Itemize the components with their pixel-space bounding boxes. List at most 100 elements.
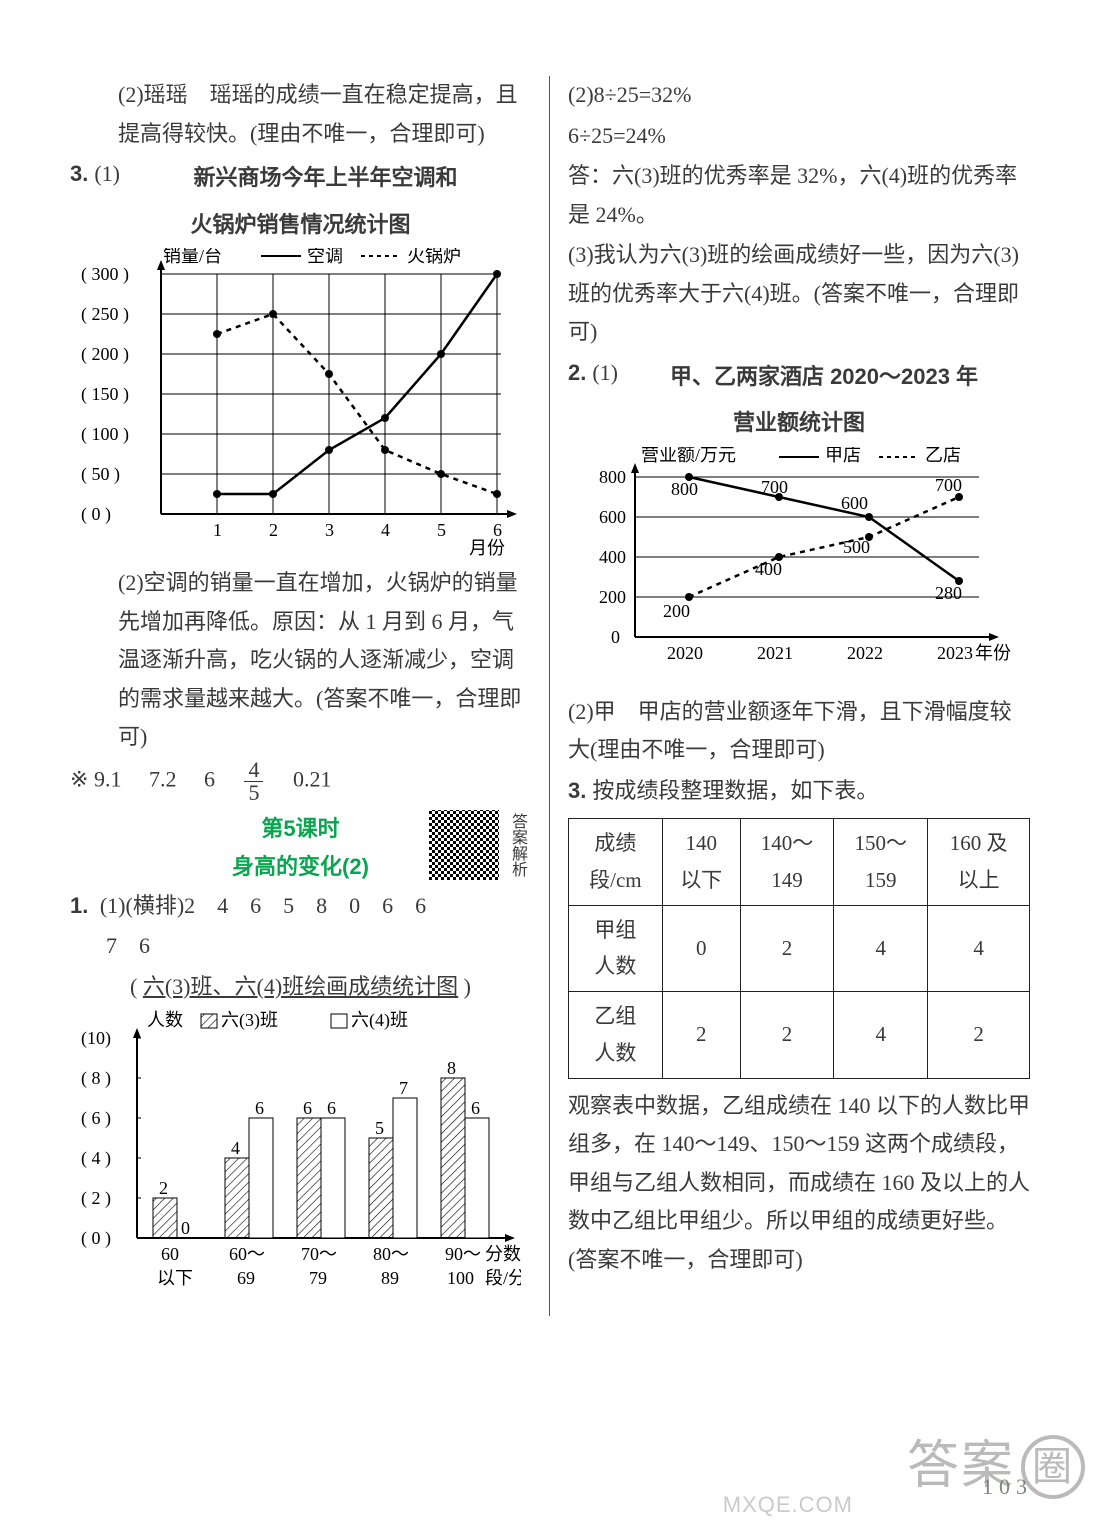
y-tick: ( 2 ) (81, 1188, 111, 1209)
x-tick: 5 (437, 520, 446, 540)
y-tick: ( 250 ) (81, 304, 129, 325)
x-tick: 2 (269, 520, 278, 540)
bar-chart-class-scores: 人数 六(3)班 六(4)班 (10) ( 8 ) ( 6 ) ( 4 ) ( … (81, 1010, 521, 1310)
value: 6 (204, 766, 215, 791)
chart2-title-l2: 营业额统计图 (568, 404, 1030, 443)
svg-text:600: 600 (841, 493, 868, 513)
legend-ac: 空调 (307, 248, 343, 266)
svg-text:5: 5 (375, 1118, 384, 1138)
svg-text:8: 8 (447, 1058, 456, 1078)
x-tick: 6 (493, 520, 502, 540)
svg-text:年份: 年份 (975, 643, 1011, 663)
legend-b: 六(4)班 (351, 1010, 408, 1031)
y-tick: ( 4 ) (81, 1148, 111, 1169)
left-column: (2)瑶瑶 瑶瑶的成绩一直在稳定提高，且提高得较快。(理由不唯一，合理即可) 3… (70, 76, 550, 1316)
svg-text:200: 200 (663, 601, 690, 621)
chart2-title-l1: 甲、乙两家酒店 2020～2023 年 (618, 358, 1030, 397)
svg-text:6: 6 (471, 1098, 480, 1118)
text-line: (2)8÷25=32% (568, 76, 1030, 115)
text-block: 答：六(3)班的优秀率是 32%，六(4)班的优秀率是 24%。 (568, 157, 1030, 234)
qr-block: 答案解析 (429, 810, 531, 880)
svg-text:7: 7 (399, 1078, 408, 1098)
svg-text:79: 79 (309, 1268, 327, 1288)
svg-text:89: 89 (381, 1268, 399, 1288)
value: 9.1 (94, 766, 122, 791)
y-tick: ( 8 ) (81, 1068, 111, 1089)
q1-line1: 1. (1)(横排)2 4 6 5 8 0 6 6 (70, 887, 531, 926)
svg-text:4: 4 (231, 1138, 240, 1158)
svg-text:6: 6 (303, 1098, 312, 1118)
y-tick: ( 300 ) (81, 264, 129, 285)
lesson-header-block: 第5课时 身高的变化(2) 答案解析 (70, 810, 531, 887)
chart1-title-l1: 新兴商场今年上半年空调和 (120, 159, 531, 198)
watermark-url: MXQE.COM (723, 1486, 853, 1525)
chart1-title-l2: 火锅炉销售情况统计图 (70, 206, 531, 245)
svg-text:200: 200 (599, 587, 626, 607)
star-icon: ※ (70, 766, 88, 791)
svg-text:0: 0 (181, 1218, 190, 1238)
question-number: 3. (70, 155, 88, 202)
question-number: 2. (568, 354, 586, 401)
y-tick: ( 6 ) (81, 1108, 111, 1129)
svg-text:400: 400 (599, 547, 626, 567)
value: 0.21 (293, 766, 332, 791)
svg-text:800: 800 (599, 467, 626, 487)
svg-text:600: 600 (599, 507, 626, 527)
text-line: 6÷25=24% (568, 117, 1030, 156)
y-axis-label: 营业额/万元 (641, 447, 736, 465)
svg-text:0: 0 (611, 627, 620, 647)
qr-code-icon (429, 810, 499, 880)
subpart-label: (1) (592, 354, 618, 401)
fraction: 45 (244, 759, 263, 804)
x-axis-label: 月份 (469, 538, 505, 558)
line-chart-hotel-revenue: 营业额/万元 甲店 乙店 800 600 400 200 0 (579, 447, 1019, 687)
svg-text:700: 700 (761, 477, 788, 497)
table-row: 乙组人数 2 2 4 2 (569, 992, 1030, 1079)
q3-header: 3. (1) 新兴商场今年上半年空调和 (70, 155, 531, 202)
y-tick: ( 200 ) (81, 344, 129, 365)
table-row: 甲组人数 0 2 4 4 (569, 905, 1030, 992)
subpart-label: (1) (94, 155, 120, 202)
y-tick: (10) (81, 1028, 111, 1049)
text-block: (3)我认为六(3)班的绘画成绩好一些，因为六(3)班的优秀率大于六(4)班。(… (568, 236, 1030, 352)
y-tick: ( 0 ) (81, 1228, 111, 1249)
svg-text:90～: 90～ (445, 1244, 481, 1264)
text-block: (2)瑶瑶 瑶瑶的成绩一直在稳定提高，且提高得较快。(理由不唯一，合理即可) (70, 76, 531, 153)
value: 7.2 (149, 766, 177, 791)
right-column: (2)8÷25=32% 6÷25=24% 答：六(3)班的优秀率是 32%，六(… (550, 76, 1030, 1316)
watermark-logo: 答案圈 (907, 1421, 1085, 1512)
svg-text:6: 6 (327, 1098, 336, 1118)
text-block: 观察表中数据，乙组成绩在 140 以下的人数比甲组多，在 140～149、150… (568, 1087, 1030, 1280)
svg-text:69: 69 (237, 1268, 255, 1288)
svg-text:以下: 以下 (157, 1268, 193, 1288)
text-block: (2)甲 甲店的营业额逐年下滑，且下滑幅度较大(理由不唯一，合理即可) (568, 693, 1030, 770)
svg-text:2022: 2022 (847, 643, 883, 663)
y-tick: ( 0 ) (81, 504, 111, 525)
qr-label: 答案解析 (503, 813, 531, 877)
svg-text:60: 60 (161, 1244, 179, 1264)
svg-text:分数: 分数 (485, 1244, 521, 1264)
table-row: 成绩段/cm 140以下 140～149 150～159 160 及以上 (569, 819, 1030, 906)
svg-text:段/分: 段/分 (485, 1268, 521, 1288)
svg-text:100: 100 (447, 1268, 474, 1288)
svg-text:500: 500 (843, 537, 870, 557)
legend-jia: 甲店 (825, 447, 861, 465)
svg-text:400: 400 (755, 559, 782, 579)
y-tick: ( 100 ) (81, 424, 129, 445)
bar-chart-title: ( 六(3)班、六(4)班绘画成绩统计图 ) (70, 968, 531, 1007)
q3r: 3.按成绩段整理数据，如下表。 (568, 772, 1030, 811)
score-table: 成绩段/cm 140以下 140～149 150～159 160 及以上 甲组人… (568, 818, 1030, 1079)
legend-hotpot: 火锅炉 (407, 248, 461, 266)
y-axis-label: 人数 (147, 1010, 183, 1030)
legend-a: 六(3)班 (221, 1010, 278, 1031)
q2-header: 2. (1) 甲、乙两家酒店 2020～2023 年 (568, 354, 1030, 401)
svg-text:2023: 2023 (937, 643, 973, 663)
svg-text:60～: 60～ (229, 1244, 265, 1264)
x-tick: 3 (325, 520, 334, 540)
svg-text:800: 800 (671, 479, 698, 499)
line-chart-ac-hotpot: ( 300 ) ( 250 ) ( 200 ) ( 150 ) ( 100 ) … (81, 248, 521, 558)
svg-text:700: 700 (935, 475, 962, 495)
text-block: (2)空调的销量一直在增加，火锅炉的销量先增加再降低。原因：从 1 月到 6 月… (70, 564, 531, 757)
q1-line2: 7 6 (70, 927, 531, 966)
x-tick: 4 (381, 520, 390, 540)
